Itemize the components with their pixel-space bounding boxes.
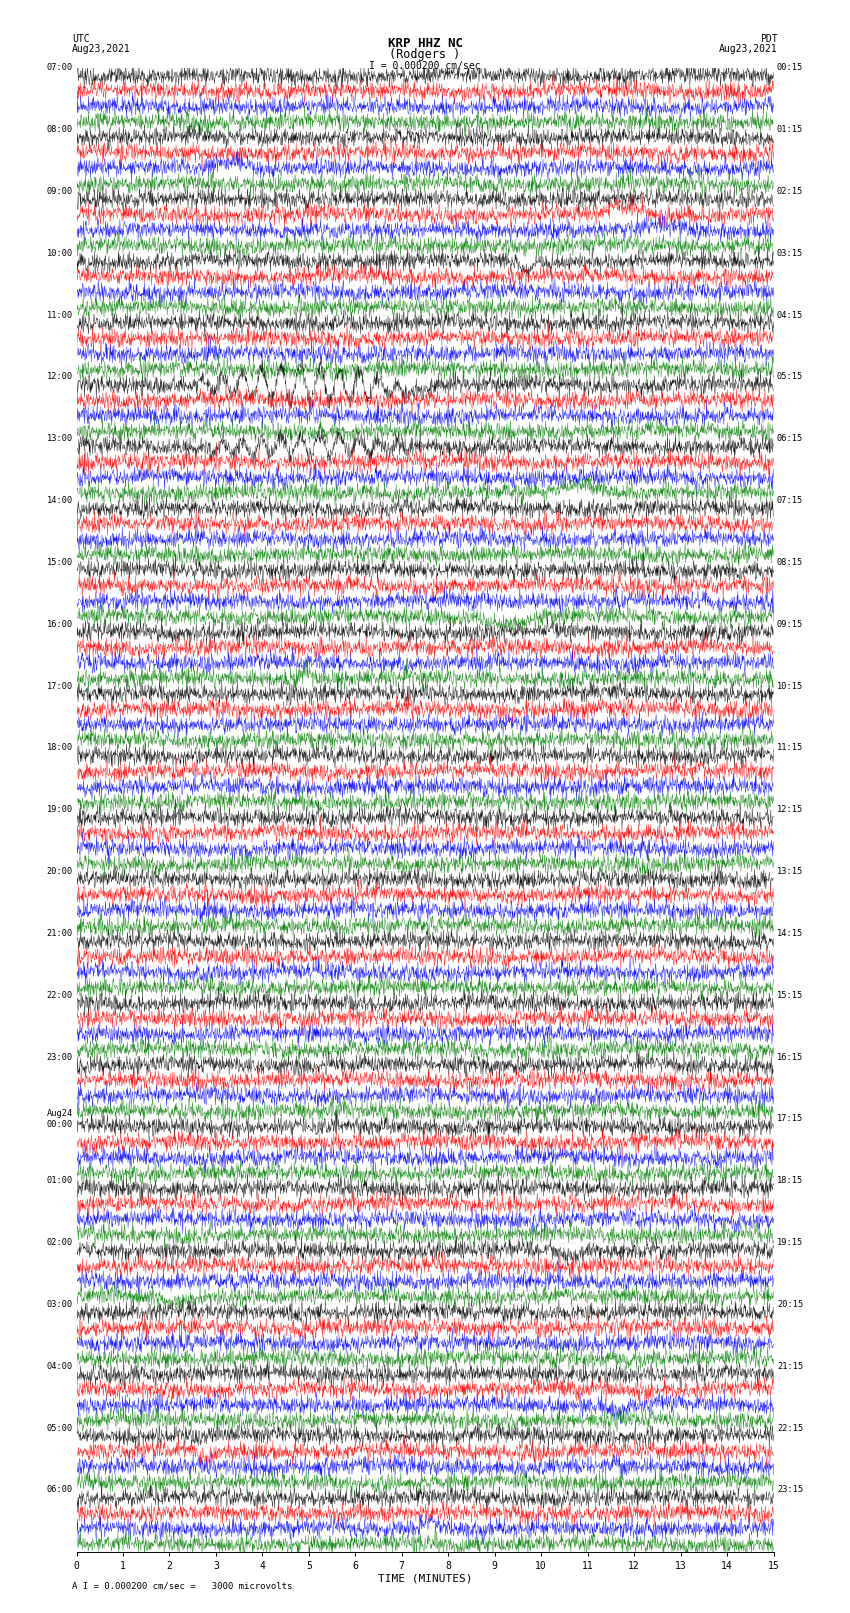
Text: 07:15: 07:15 [777, 497, 803, 505]
Text: 04:00: 04:00 [47, 1361, 73, 1371]
Text: 22:00: 22:00 [47, 990, 73, 1000]
Text: A I = 0.000200 cm/sec =   3000 microvolts: A I = 0.000200 cm/sec = 3000 microvolts [72, 1581, 292, 1590]
Text: 09:15: 09:15 [777, 619, 803, 629]
Text: 14:00: 14:00 [47, 497, 73, 505]
Text: 06:15: 06:15 [777, 434, 803, 444]
Text: 22:15: 22:15 [777, 1424, 803, 1432]
Text: 03:15: 03:15 [777, 248, 803, 258]
Text: 18:15: 18:15 [777, 1176, 803, 1186]
Text: 08:00: 08:00 [47, 126, 73, 134]
Text: UTC: UTC [72, 34, 90, 44]
Text: 04:15: 04:15 [777, 311, 803, 319]
Text: 08:15: 08:15 [777, 558, 803, 566]
Text: 21:00: 21:00 [47, 929, 73, 937]
Text: 17:15: 17:15 [777, 1115, 803, 1123]
Text: 01:00: 01:00 [47, 1176, 73, 1186]
Text: 10:00: 10:00 [47, 248, 73, 258]
Text: Aug24
00:00: Aug24 00:00 [47, 1110, 73, 1129]
Text: 02:15: 02:15 [777, 187, 803, 195]
Text: 13:15: 13:15 [777, 868, 803, 876]
Text: 16:15: 16:15 [777, 1053, 803, 1061]
Text: 21:15: 21:15 [777, 1361, 803, 1371]
Text: 15:15: 15:15 [777, 990, 803, 1000]
Text: 07:00: 07:00 [47, 63, 73, 73]
Text: 09:00: 09:00 [47, 187, 73, 195]
Text: 12:15: 12:15 [777, 805, 803, 815]
Text: 19:00: 19:00 [47, 805, 73, 815]
X-axis label: TIME (MINUTES): TIME (MINUTES) [377, 1574, 473, 1584]
Text: (Rodgers ): (Rodgers ) [389, 48, 461, 61]
Text: KRP HHZ NC: KRP HHZ NC [388, 37, 462, 50]
Text: 20:15: 20:15 [777, 1300, 803, 1308]
Text: 06:00: 06:00 [47, 1486, 73, 1494]
Text: 11:15: 11:15 [777, 744, 803, 752]
Text: 15:00: 15:00 [47, 558, 73, 566]
Text: 02:00: 02:00 [47, 1239, 73, 1247]
Text: 10:15: 10:15 [777, 682, 803, 690]
Text: 19:15: 19:15 [777, 1239, 803, 1247]
Text: 17:00: 17:00 [47, 682, 73, 690]
Text: 05:00: 05:00 [47, 1424, 73, 1432]
Text: 05:15: 05:15 [777, 373, 803, 381]
Text: 12:00: 12:00 [47, 373, 73, 381]
Text: 18:00: 18:00 [47, 744, 73, 752]
Text: 23:00: 23:00 [47, 1053, 73, 1061]
Text: Aug23,2021: Aug23,2021 [72, 44, 131, 53]
Text: I = 0.000200 cm/sec: I = 0.000200 cm/sec [369, 61, 481, 71]
Text: PDT: PDT [760, 34, 778, 44]
Text: 20:00: 20:00 [47, 868, 73, 876]
Text: 01:15: 01:15 [777, 126, 803, 134]
Text: 03:00: 03:00 [47, 1300, 73, 1308]
Text: 00:15: 00:15 [777, 63, 803, 73]
Text: 11:00: 11:00 [47, 311, 73, 319]
Text: 14:15: 14:15 [777, 929, 803, 937]
Text: 13:00: 13:00 [47, 434, 73, 444]
Text: Aug23,2021: Aug23,2021 [719, 44, 778, 53]
Text: 23:15: 23:15 [777, 1486, 803, 1494]
Text: 16:00: 16:00 [47, 619, 73, 629]
